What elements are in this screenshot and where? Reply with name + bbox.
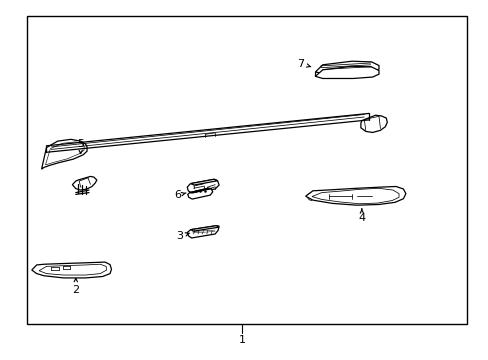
Polygon shape <box>189 188 211 193</box>
Polygon shape <box>187 188 212 199</box>
Text: 3: 3 <box>176 231 183 241</box>
Text: 6: 6 <box>174 190 181 201</box>
Polygon shape <box>190 179 217 185</box>
Polygon shape <box>45 142 84 165</box>
Polygon shape <box>72 176 97 190</box>
Polygon shape <box>311 188 398 204</box>
Polygon shape <box>187 226 219 238</box>
Text: 7: 7 <box>297 59 304 69</box>
Polygon shape <box>305 186 405 205</box>
Text: 1: 1 <box>238 335 245 345</box>
Bar <box>27 16 466 324</box>
Text: 2: 2 <box>72 285 79 295</box>
Polygon shape <box>39 264 106 275</box>
Polygon shape <box>190 226 219 231</box>
Polygon shape <box>315 66 378 78</box>
Polygon shape <box>315 61 378 73</box>
Text: 5: 5 <box>77 139 84 149</box>
Polygon shape <box>360 115 386 132</box>
Polygon shape <box>187 179 219 193</box>
Polygon shape <box>32 262 111 278</box>
Text: 4: 4 <box>358 213 365 223</box>
Polygon shape <box>41 139 87 169</box>
